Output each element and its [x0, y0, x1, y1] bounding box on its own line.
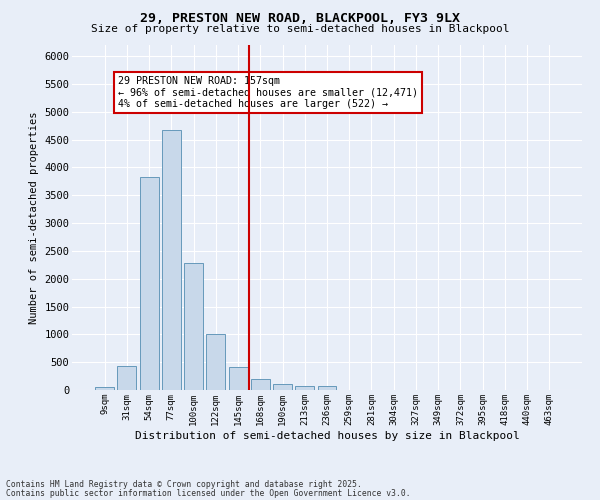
Y-axis label: Number of semi-detached properties: Number of semi-detached properties [29, 112, 38, 324]
Bar [273, 384, 292, 390]
Bar [206, 334, 225, 390]
Title: 29, PRESTON NEW ROAD, BLACKPOOL, FY3 9LX
Size of property relative to semi-detac: 29, PRESTON NEW ROAD, BLACKPOOL, FY3 9LX… [0, 499, 1, 500]
Text: Contains public sector information licensed under the Open Government Licence v3: Contains public sector information licen… [6, 489, 410, 498]
Bar [184, 262, 203, 390]
Bar [317, 386, 337, 390]
Bar [95, 387, 114, 390]
Text: Contains HM Land Registry data © Crown copyright and database right 2025.: Contains HM Land Registry data © Crown c… [6, 480, 362, 489]
Bar [295, 386, 314, 390]
Bar [140, 178, 158, 390]
Text: 29 PRESTON NEW ROAD: 157sqm
← 96% of semi-detached houses are smaller (12,471)
4: 29 PRESTON NEW ROAD: 157sqm ← 96% of sem… [118, 76, 418, 110]
Bar [162, 130, 181, 390]
Bar [251, 379, 270, 390]
Bar [118, 366, 136, 390]
X-axis label: Distribution of semi-detached houses by size in Blackpool: Distribution of semi-detached houses by … [134, 430, 520, 440]
Text: Size of property relative to semi-detached houses in Blackpool: Size of property relative to semi-detach… [91, 24, 509, 34]
Text: 29, PRESTON NEW ROAD, BLACKPOOL, FY3 9LX: 29, PRESTON NEW ROAD, BLACKPOOL, FY3 9LX [140, 12, 460, 26]
Bar [229, 367, 248, 390]
